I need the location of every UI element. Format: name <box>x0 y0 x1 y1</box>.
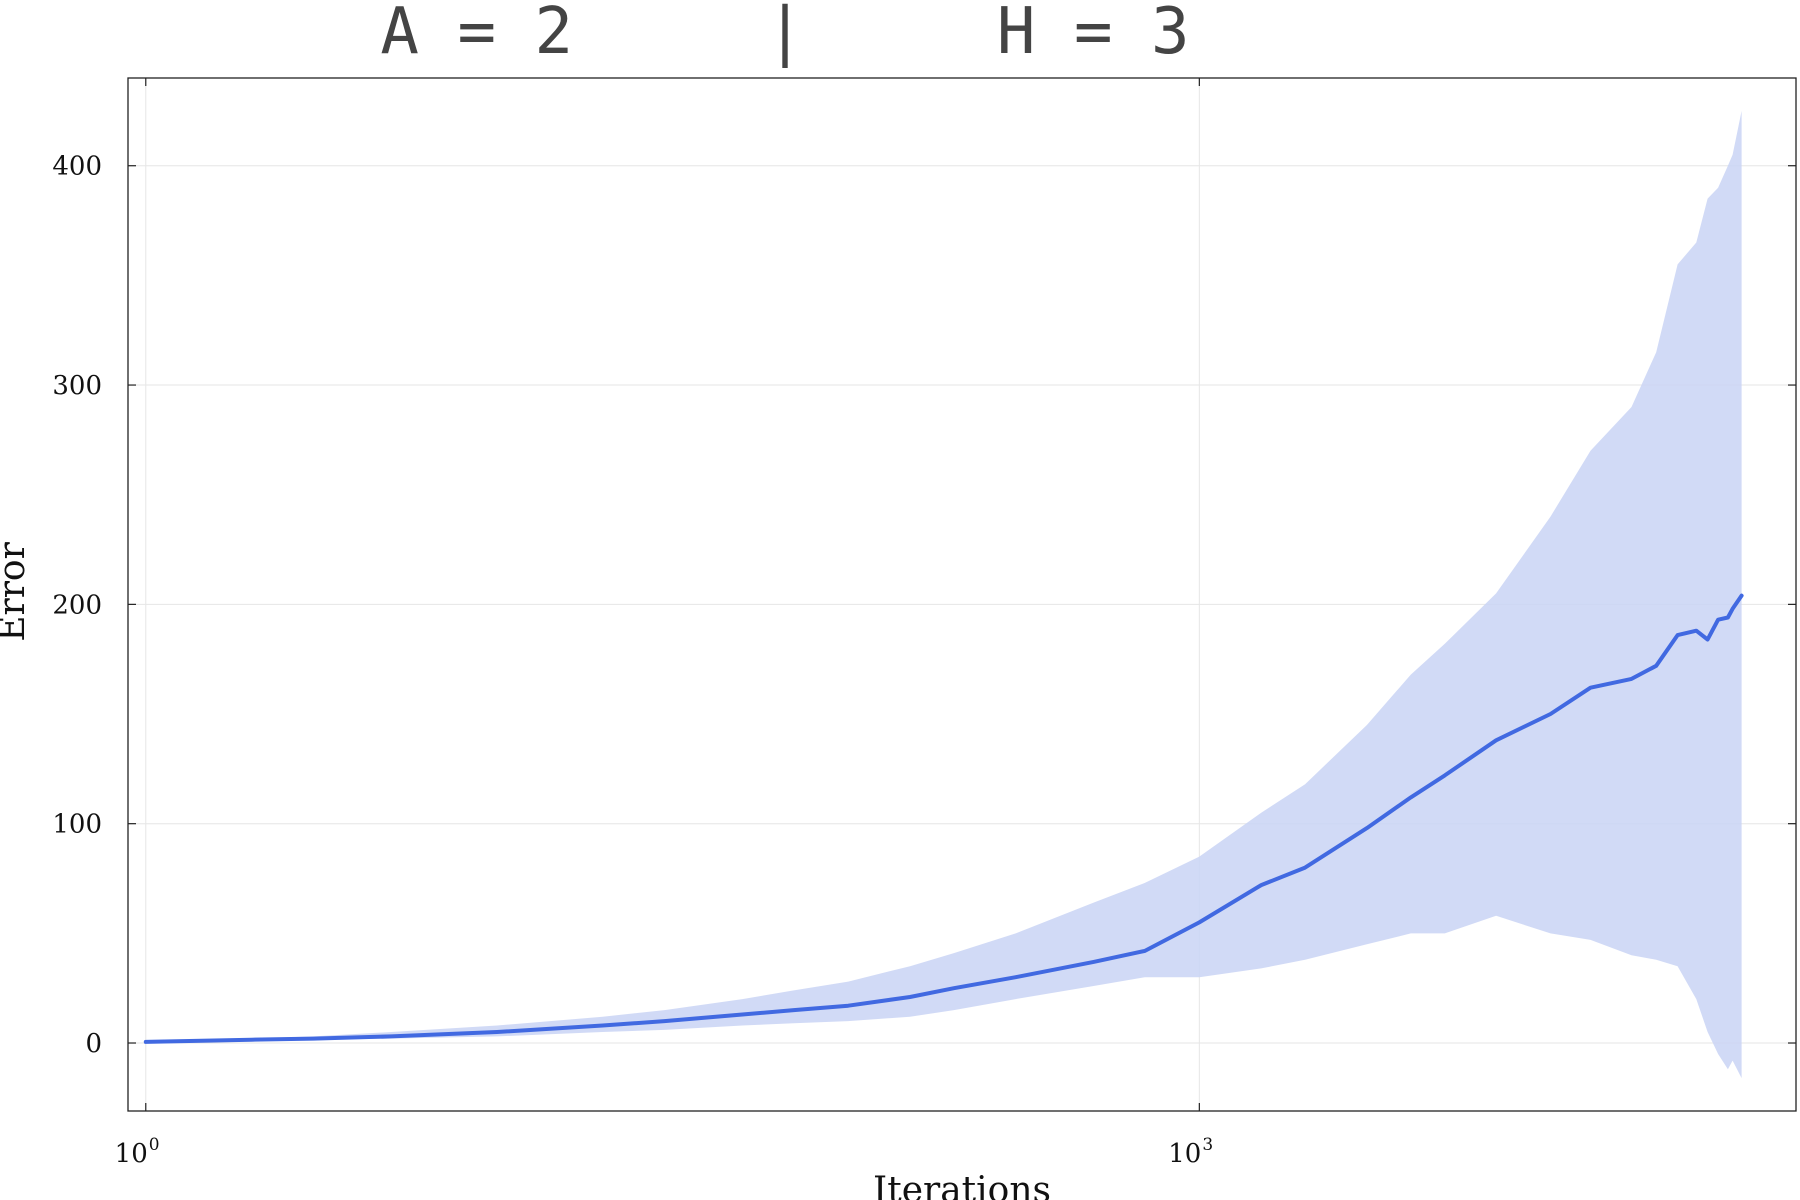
mean-line <box>143 593 1744 1044</box>
y-tick-label: 100 <box>52 810 102 840</box>
y-tick-label: 0 <box>85 1029 102 1059</box>
band-group <box>145 110 1742 1079</box>
y-tick-label: 200 <box>52 590 102 620</box>
line-group <box>143 593 1744 1044</box>
x-tick-exponent: 3 <box>1202 1135 1213 1155</box>
grid <box>128 78 1796 1111</box>
y-axis-label: Error <box>0 541 33 641</box>
x-tick-label: 10 <box>115 1139 148 1169</box>
y-tick-label: 300 <box>52 371 102 401</box>
y-tick-label: 400 <box>52 152 102 182</box>
x-tick-label: 10 <box>1168 1139 1201 1169</box>
error-band <box>145 110 1742 1079</box>
x-axis-label: Iterations <box>873 1170 1051 1200</box>
x-tick-exponent: 0 <box>149 1135 160 1155</box>
chart-title: A = 2 | H = 3 <box>380 0 1189 69</box>
plot-frame <box>127 77 1797 1112</box>
